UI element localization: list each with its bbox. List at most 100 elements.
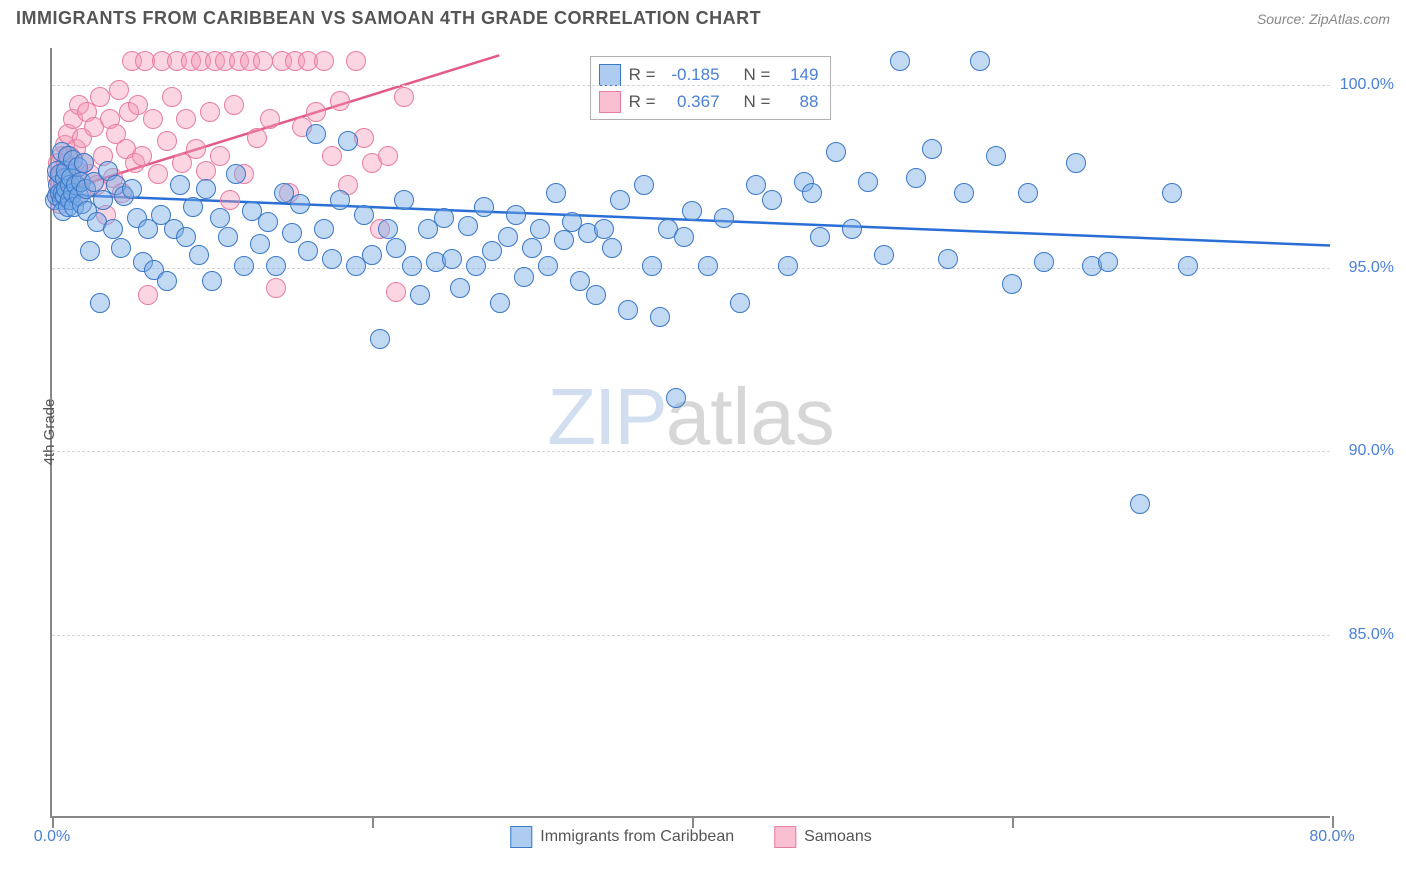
data-point [410,285,430,305]
gridline [52,85,1330,86]
data-point [378,219,398,239]
data-point [122,179,142,199]
y-axis-label: 4th Grade [41,399,58,466]
x-tick [1332,816,1334,828]
data-point [183,197,203,217]
data-point [234,256,254,276]
y-tick-label: 100.0% [1340,76,1394,94]
data-point [202,271,222,291]
watermark: ZIPatlas [547,371,834,463]
data-point [109,80,129,100]
data-point [90,87,110,107]
data-point [698,256,718,276]
data-point [858,172,878,192]
data-point [634,175,654,195]
data-point [196,179,216,199]
y-tick-label: 90.0% [1349,442,1394,460]
data-point [586,285,606,305]
data-point [176,227,196,247]
data-point [842,219,862,239]
data-point [394,87,414,107]
data-point [618,300,638,320]
data-point [954,183,974,203]
x-tick-label: 80.0% [1309,828,1354,846]
swatch-icon [599,91,621,113]
data-point [450,278,470,298]
data-point [1018,183,1038,203]
data-point [143,109,163,129]
data-point [538,256,558,276]
data-point [874,245,894,265]
data-point [938,249,958,269]
data-point [1066,153,1086,173]
data-point [674,227,694,247]
data-point [386,238,406,258]
data-point [1162,183,1182,203]
data-point [1130,494,1150,514]
watermark-zip: ZIP [547,372,665,461]
data-point [922,139,942,159]
data-point [157,131,177,151]
r-label: R = [629,88,656,115]
data-point [189,245,209,265]
y-tick-label: 85.0% [1349,626,1394,644]
data-point [434,208,454,228]
data-point [224,95,244,115]
data-point [157,271,177,291]
data-point [386,282,406,302]
data-point [682,201,702,221]
header: IMMIGRANTS FROM CARIBBEAN VS SAMOAN 4TH … [0,0,1406,33]
data-point [247,128,267,148]
data-point [394,190,414,210]
data-point [474,197,494,217]
y-tick-label: 95.0% [1349,259,1394,277]
r-value-pink: 0.367 [664,88,720,115]
data-point [378,146,398,166]
data-point [642,256,662,276]
data-point [362,245,382,265]
data-point [906,168,926,188]
data-point [210,208,230,228]
legend-label-blue: Immigrants from Caribbean [540,828,734,846]
data-point [111,238,131,258]
data-point [666,388,686,408]
data-point [1178,256,1198,276]
watermark-atlas: atlas [666,372,835,461]
data-point [442,249,462,269]
data-point [200,102,220,122]
data-point [522,238,542,258]
swatch-icon [599,64,621,86]
data-point [1002,274,1022,294]
swatch-icon [510,826,532,848]
trendlines-svg [52,48,1330,816]
data-point [506,205,526,225]
data-point [466,256,486,276]
data-point [282,223,302,243]
data-point [210,146,230,166]
data-point [498,227,518,247]
legend-label-pink: Samoans [804,828,872,846]
data-point [610,190,630,210]
data-point [148,164,168,184]
data-point [650,307,670,327]
data-point [253,51,273,71]
data-point [306,102,326,122]
data-point [490,293,510,313]
data-point [1034,252,1054,272]
gridline [52,451,1330,452]
data-point [330,91,350,111]
data-point [778,256,798,276]
data-point [322,249,342,269]
data-point [826,142,846,162]
x-tick-label: 0.0% [34,828,70,846]
data-point [220,190,240,210]
data-point [258,212,278,232]
data-point [138,285,158,305]
data-point [810,227,830,247]
data-point [530,219,550,239]
data-point [176,109,196,129]
data-point [226,164,246,184]
data-point [970,51,990,71]
x-tick [1012,816,1014,828]
data-point [260,109,280,129]
